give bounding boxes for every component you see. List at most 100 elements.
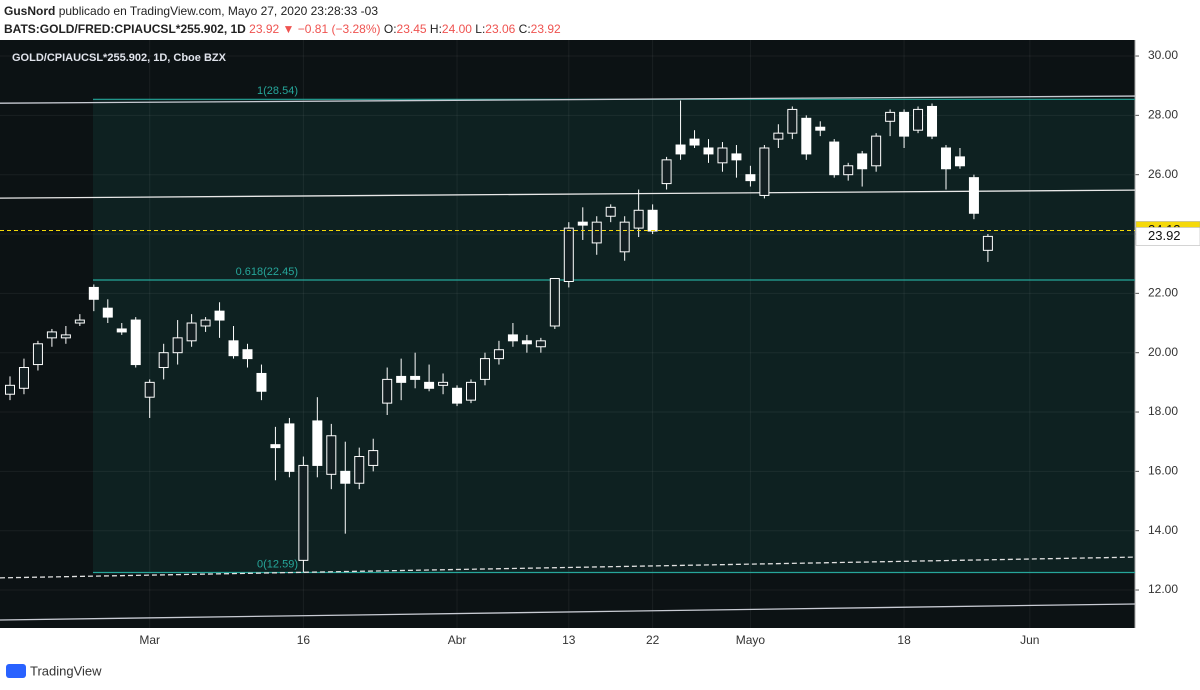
candle-body [745,174,756,182]
ohlc: O:23.45 H:24.00 L:23.06 C:23.92 [384,22,561,36]
y-tick-label: 12.00 [1148,582,1178,596]
trend-line [0,95,1136,104]
candle-body [535,340,546,348]
last-price: 23.92 [249,22,280,36]
author: GusNord [4,4,56,18]
candle-body [982,235,993,251]
candle-body [717,147,728,164]
trend-line [0,603,1136,621]
footer-logo: TradingView [6,663,102,678]
y-tick-label: 28.00 [1148,108,1178,122]
candle-body [102,307,113,318]
x-tick-label: 22 [646,633,660,647]
candle-body [913,108,924,131]
ohlc-value: 23.92 [530,22,561,36]
candle-body [242,349,253,360]
logo-icon [6,664,26,678]
candle-body [759,147,770,196]
candle-body [354,456,365,484]
candle-body [452,387,463,404]
candle-body [88,286,99,300]
candle-body [144,381,155,398]
candle-body [563,227,574,282]
x-tick-label: Abr [448,633,467,647]
fib-label: 0(12.59) [257,558,298,570]
ohlc-label: O: [383,22,397,36]
candle-body [619,221,630,253]
ohlc-label: C: [518,22,531,36]
y-tick-label: 30.00 [1148,48,1178,62]
candle-body [438,381,449,386]
candle-body [661,159,672,185]
candle-body [703,147,714,155]
candle-body [368,450,379,466]
ohlc-value: 23.45 [396,22,427,36]
candle-body [410,375,421,380]
candle-body [228,340,239,357]
y-tick-label: 20.00 [1148,345,1178,359]
candle-body [493,349,504,360]
header: GusNord publicado en TradingView.com, Ma… [4,2,561,38]
candle-body [885,111,896,122]
candle-body [801,117,812,155]
fib-label: 0.618(22.45) [236,266,298,278]
candle-body [130,319,141,366]
y-tick-label: 14.00 [1148,523,1178,537]
candle-body [298,464,309,561]
candle-body [200,319,211,327]
candle-body [172,337,183,354]
candle-body [60,334,71,339]
candle-body [605,206,616,217]
y-tick-label: 22.00 [1148,286,1178,300]
symbol-line: BATS:GOLD/FRED:CPIAUCSL*255.902, 1D 23.9… [4,20,561,38]
x-tick-label: 13 [562,633,576,647]
y-tick-label: 18.00 [1148,404,1178,418]
candle-body [591,221,602,244]
down-arrow: ▼ [282,22,295,36]
ohlc-value: 24.00 [441,22,472,36]
candle-body [256,372,267,392]
candle-body [675,144,686,155]
candle-body [18,367,29,389]
ohlc-value: 23.06 [485,22,516,36]
trend-line [0,189,1136,199]
candle-body [284,423,295,472]
candle-body [787,108,798,134]
ohlc-label: H: [429,22,442,36]
candle-body [731,153,742,161]
candle-body [382,378,393,404]
candle-body [647,209,658,232]
candle-body [899,111,910,137]
candle-body [424,381,435,389]
brand: TradingView [30,663,102,678]
price-label: 23.92 [1148,228,1181,243]
y-tick-label: 16.00 [1148,464,1178,478]
candle-body [46,331,57,339]
candle-body [158,352,169,369]
candle-body [340,470,351,484]
x-tick-label: Mar [139,633,160,647]
trend-line [0,556,1136,579]
candle-body [326,435,337,475]
x-tick-label: Jun [1020,633,1039,647]
y-tick-label: 26.00 [1148,167,1178,181]
candle-body [214,310,225,321]
candle-body [857,153,868,170]
candle-body [689,138,700,146]
candle-body [396,375,407,383]
candle-body [479,358,490,380]
change: −0.81 (−3.28%) [297,22,381,36]
fib-zone [93,99,1135,573]
ohlc-label: L: [475,22,486,36]
candle-body [843,165,854,176]
candle-body [577,221,588,226]
candle-body [312,420,323,466]
chart-title: GOLD/CPIAUCSL*255.902, 1D, Cboe BZX [12,52,227,64]
candle-body [32,343,43,366]
x-tick-label: 18 [897,633,911,647]
fib-label: 1(28.54) [257,85,298,97]
candle-body [74,319,85,324]
candle-body [829,141,840,176]
